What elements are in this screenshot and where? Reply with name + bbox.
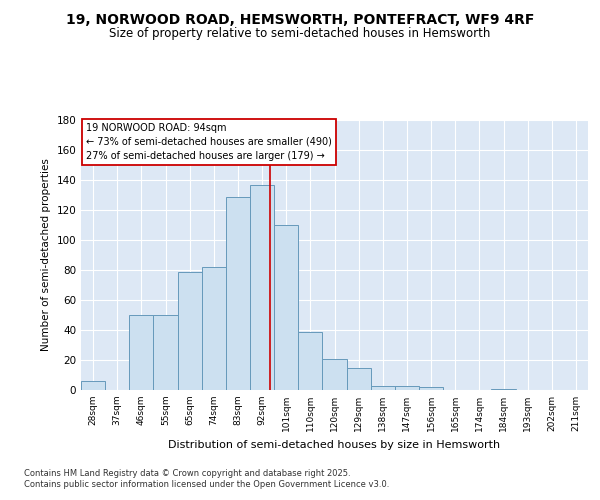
- Bar: [322, 358, 347, 390]
- Bar: [226, 196, 250, 390]
- Bar: [298, 332, 322, 390]
- Bar: [419, 387, 443, 390]
- Bar: [491, 388, 515, 390]
- Bar: [347, 368, 371, 390]
- Bar: [395, 386, 419, 390]
- Bar: [154, 315, 178, 390]
- Text: Contains public sector information licensed under the Open Government Licence v3: Contains public sector information licen…: [24, 480, 389, 489]
- Bar: [81, 381, 105, 390]
- Text: 19 NORWOOD ROAD: 94sqm
← 73% of semi-detached houses are smaller (490)
27% of se: 19 NORWOOD ROAD: 94sqm ← 73% of semi-det…: [86, 123, 332, 161]
- Bar: [250, 184, 274, 390]
- Text: 19, NORWOOD ROAD, HEMSWORTH, PONTEFRACT, WF9 4RF: 19, NORWOOD ROAD, HEMSWORTH, PONTEFRACT,…: [66, 12, 534, 26]
- Bar: [178, 272, 202, 390]
- Text: Contains HM Land Registry data © Crown copyright and database right 2025.: Contains HM Land Registry data © Crown c…: [24, 468, 350, 477]
- Bar: [202, 267, 226, 390]
- Bar: [129, 315, 154, 390]
- Bar: [274, 225, 298, 390]
- Bar: [371, 386, 395, 390]
- X-axis label: Distribution of semi-detached houses by size in Hemsworth: Distribution of semi-detached houses by …: [169, 440, 500, 450]
- Y-axis label: Number of semi-detached properties: Number of semi-detached properties: [41, 158, 51, 352]
- Text: Size of property relative to semi-detached houses in Hemsworth: Size of property relative to semi-detach…: [109, 28, 491, 40]
